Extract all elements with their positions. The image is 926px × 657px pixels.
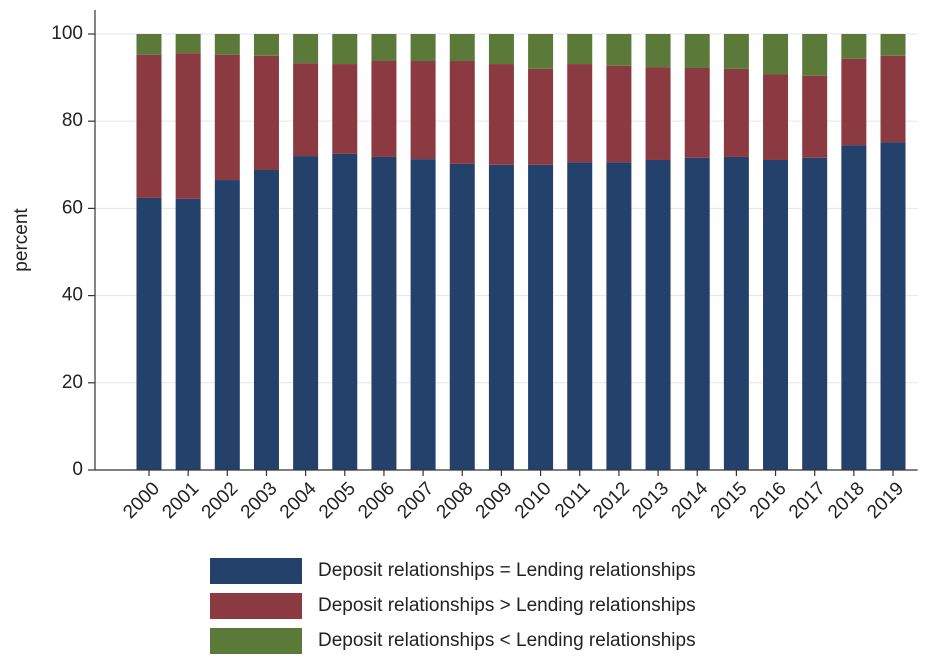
bar-segment xyxy=(841,145,867,470)
bar-segment xyxy=(684,67,710,158)
x-tick-label: 2004 xyxy=(276,478,321,523)
bar-segment xyxy=(371,156,397,470)
bar-segment xyxy=(136,197,162,470)
y-tick-label: 100 xyxy=(51,23,83,44)
bar-segment xyxy=(449,163,475,471)
bar-segment xyxy=(723,33,749,69)
bar-segment xyxy=(880,142,906,470)
x-tick-label: 2008 xyxy=(433,478,478,523)
bar-segment xyxy=(567,64,593,163)
bar-segment xyxy=(880,33,906,56)
legend-swatch xyxy=(210,628,302,654)
bar-segment xyxy=(528,33,554,69)
x-tick-label: 2019 xyxy=(863,478,908,523)
y-tick-label: 80 xyxy=(62,110,83,131)
x-tick-label: 2015 xyxy=(707,478,752,523)
bar-segment xyxy=(175,53,201,199)
bar-segment xyxy=(488,164,514,470)
bar-segment xyxy=(645,159,671,470)
x-tick-label: 2011 xyxy=(551,478,595,522)
legend-swatch xyxy=(210,593,302,619)
bar-segment xyxy=(528,68,554,165)
bar-segment xyxy=(802,75,828,158)
x-tick-label: 2001 xyxy=(158,478,203,523)
bar-segment xyxy=(293,156,319,470)
bar-segment xyxy=(410,61,436,160)
x-tick-label: 2010 xyxy=(511,478,556,523)
y-tick-label: 60 xyxy=(62,197,83,218)
bar-segment xyxy=(488,33,514,65)
bar-segment xyxy=(645,33,671,68)
bar-segment xyxy=(410,33,436,62)
x-tick-label: 2018 xyxy=(824,478,869,523)
bar-segment xyxy=(841,58,867,146)
x-tick-label: 2009 xyxy=(472,478,517,523)
bar-segment xyxy=(802,33,828,76)
bar-segment xyxy=(136,54,162,198)
bar-segment xyxy=(802,157,828,470)
y-axis-label: percent xyxy=(11,208,32,272)
bar-segment xyxy=(606,162,632,471)
bar-segment xyxy=(606,33,632,66)
bar-segment xyxy=(253,55,279,171)
legend-label: Deposit relationships > Lending relation… xyxy=(318,595,696,616)
bar-segment xyxy=(684,157,710,470)
bar-segment xyxy=(645,67,671,160)
bar-segment xyxy=(371,33,397,62)
x-tick-label: 2014 xyxy=(668,478,713,523)
x-tick-label: 2005 xyxy=(315,478,360,523)
bar-segment xyxy=(214,180,240,470)
bar-segment xyxy=(723,68,749,157)
bar-segment xyxy=(136,33,162,55)
bar-segment xyxy=(410,159,436,471)
x-tick-label: 2013 xyxy=(628,478,673,523)
bar-segment xyxy=(880,55,906,143)
bar-segment xyxy=(214,54,240,181)
bar-segment xyxy=(763,159,789,470)
bar-segment xyxy=(606,65,632,163)
legend-label: Deposit relationships = Lending relation… xyxy=(318,560,696,581)
bar-segment xyxy=(684,33,710,68)
bar-segment xyxy=(449,33,475,62)
bar-segment xyxy=(253,170,279,470)
bar-segment xyxy=(763,74,789,160)
y-tick-label: 0 xyxy=(72,459,83,480)
legend-label: Deposit relationships < Lending relation… xyxy=(318,630,696,651)
bar-segment xyxy=(253,33,279,56)
bar-segment xyxy=(175,198,201,470)
bar-segment xyxy=(214,33,240,55)
bar-segment xyxy=(332,64,358,154)
x-tick-label: 2002 xyxy=(198,478,243,523)
x-tick-label: 2000 xyxy=(119,478,164,523)
x-tick-label: 2007 xyxy=(393,478,438,523)
bar-segment xyxy=(371,61,397,157)
y-tick-label: 40 xyxy=(62,285,83,306)
x-tick-label: 2012 xyxy=(589,478,634,523)
bar-segment xyxy=(332,153,358,470)
x-tick-label: 2016 xyxy=(746,478,791,523)
bar-segment xyxy=(332,33,358,65)
x-tick-label: 2003 xyxy=(237,478,282,523)
bar-segment xyxy=(528,164,554,470)
bar-segment xyxy=(175,33,201,54)
bar-segment xyxy=(449,61,475,164)
bar-segment xyxy=(723,156,749,470)
bar-segment xyxy=(488,64,514,165)
y-tick-label: 20 xyxy=(62,372,83,393)
bar-segment xyxy=(763,33,789,75)
bar-segment xyxy=(293,63,319,157)
bar-segment xyxy=(841,33,867,59)
bar-segment xyxy=(293,33,319,64)
legend-swatch xyxy=(210,558,302,584)
x-tick-label: 2006 xyxy=(354,478,399,523)
bar-segment xyxy=(567,162,593,471)
x-tick-label: 2017 xyxy=(785,478,830,523)
bar-segment xyxy=(567,33,593,65)
